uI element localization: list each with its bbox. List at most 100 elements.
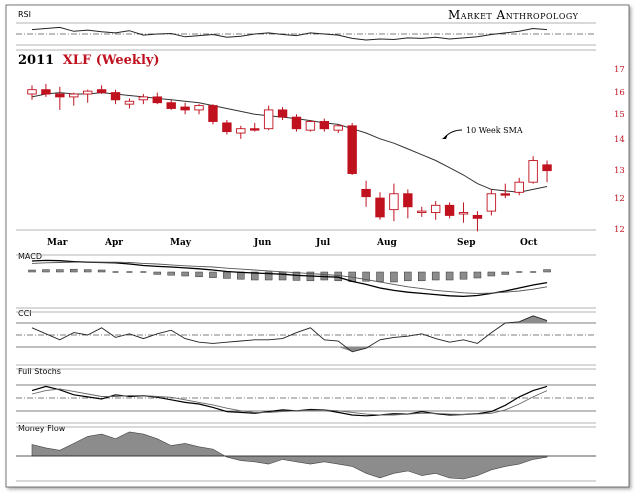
mfi-panel-label: Money Flow bbox=[18, 424, 66, 433]
candle-body bbox=[514, 181, 524, 193]
macd-histogram-bar bbox=[56, 269, 64, 273]
macd-histogram-bar bbox=[431, 271, 440, 281]
candle bbox=[124, 98, 135, 109]
month-tick-label: Jul bbox=[315, 238, 331, 248]
candle bbox=[55, 86, 65, 110]
rsi-panel-label: RSI bbox=[18, 10, 31, 19]
macd-histogram-bar bbox=[42, 269, 50, 273]
macd-panel-label: MACD bbox=[18, 252, 42, 261]
price-axis-tick-label: 12 bbox=[614, 194, 625, 204]
macd-histogram-bar bbox=[97, 269, 106, 273]
macd-histogram-bar bbox=[167, 271, 175, 276]
chart-title: 2011 XLF (Weekly) bbox=[18, 53, 160, 68]
candle-body bbox=[69, 93, 79, 98]
brand-label: Market Anthropology bbox=[448, 8, 579, 22]
candle bbox=[236, 125, 246, 139]
macd-signal-line bbox=[31, 261, 548, 294]
candle-body bbox=[222, 122, 232, 133]
candle-body bbox=[333, 125, 343, 131]
candle bbox=[361, 180, 371, 207]
candle-body bbox=[110, 92, 121, 101]
macd-histogram-bar bbox=[334, 271, 342, 282]
candle bbox=[528, 156, 538, 184]
macd-histogram-bar bbox=[28, 269, 36, 273]
mfi-panel bbox=[16, 426, 596, 482]
price-axis-tick-label: 16 bbox=[614, 88, 625, 98]
macd-line bbox=[31, 259, 548, 298]
candle bbox=[222, 120, 232, 135]
macd-histogram-bar bbox=[362, 271, 370, 282]
month-tick-label: Apr bbox=[104, 238, 123, 248]
cci-panel bbox=[16, 311, 596, 366]
price-axis-tick-label: 13 bbox=[614, 166, 625, 176]
macd-histogram-bar bbox=[264, 271, 273, 281]
candle-body bbox=[277, 109, 288, 118]
candle bbox=[27, 85, 37, 100]
stochs-panel-label: Full Stochs bbox=[18, 367, 61, 376]
candle bbox=[403, 189, 413, 219]
candle-body bbox=[138, 96, 149, 101]
candle-body bbox=[319, 121, 330, 130]
candle-body bbox=[375, 197, 385, 218]
candle bbox=[430, 200, 441, 220]
candle bbox=[389, 183, 399, 222]
stochs-panel bbox=[16, 368, 596, 424]
candle bbox=[291, 114, 302, 132]
candle-body bbox=[458, 212, 469, 215]
candle-body bbox=[417, 210, 427, 213]
macd-histogram-bar bbox=[70, 268, 78, 273]
macd-histogram-bar bbox=[543, 269, 551, 273]
candle-body bbox=[96, 89, 107, 94]
candle bbox=[319, 118, 330, 132]
month-tick-label: Mar bbox=[47, 238, 68, 248]
candle bbox=[41, 83, 51, 97]
macd-histogram-bar bbox=[418, 271, 426, 282]
macd-histogram-bar bbox=[501, 271, 510, 275]
candle bbox=[110, 89, 121, 105]
candle bbox=[333, 124, 343, 134]
macd-histogram-bar bbox=[459, 271, 468, 280]
macd-histogram-bar bbox=[223, 271, 231, 279]
candle bbox=[486, 189, 497, 216]
candle-body bbox=[236, 128, 246, 134]
sma-annotation-arrowhead bbox=[442, 134, 448, 139]
candle bbox=[96, 85, 107, 95]
candle bbox=[138, 94, 149, 105]
candle-body bbox=[486, 193, 497, 212]
macd-histogram-bar bbox=[390, 271, 398, 283]
candle bbox=[375, 192, 385, 220]
candle-body bbox=[194, 105, 204, 111]
candle-body bbox=[41, 89, 51, 95]
month-tick-label: Jun bbox=[253, 238, 272, 248]
macd-histogram-bar bbox=[404, 271, 412, 282]
price-axis-tick-label: 15 bbox=[614, 110, 625, 120]
macd-histogram-bar bbox=[376, 271, 384, 282]
candle bbox=[166, 99, 176, 110]
candle-body bbox=[27, 89, 37, 95]
candle-body bbox=[124, 100, 135, 105]
candle bbox=[180, 102, 190, 115]
candle-body bbox=[263, 109, 274, 130]
macd-histogram-bar bbox=[487, 271, 496, 277]
month-tick-label: Oct bbox=[520, 238, 538, 248]
sma-annotation-text: 10 Week SMA bbox=[466, 126, 523, 135]
macd-histogram-bar bbox=[209, 271, 217, 278]
candle bbox=[514, 177, 524, 196]
macd-panel bbox=[16, 254, 596, 309]
candle-body bbox=[528, 160, 538, 183]
candle bbox=[263, 105, 274, 131]
cci-panel-label: CCI bbox=[18, 309, 32, 318]
candle-body bbox=[291, 116, 302, 130]
price-axis-tick-label: 12 bbox=[614, 225, 625, 235]
chart-title-year: 2011 bbox=[18, 53, 54, 68]
candle-body bbox=[444, 204, 455, 216]
candle bbox=[444, 202, 455, 219]
candle bbox=[82, 89, 93, 103]
candle bbox=[458, 202, 469, 223]
stochs-d-line bbox=[31, 388, 548, 416]
price-axis-tick-label: 14 bbox=[614, 135, 625, 145]
candle bbox=[277, 107, 288, 121]
candle-body bbox=[208, 105, 218, 122]
candle bbox=[208, 104, 218, 125]
